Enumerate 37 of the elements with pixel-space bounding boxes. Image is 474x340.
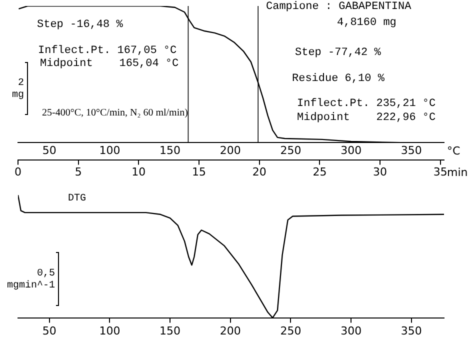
x-tick-label: 350	[400, 144, 422, 158]
series-label: DTG	[68, 194, 86, 205]
x-tick-label: 100	[99, 144, 120, 158]
x-tick-label: 50	[42, 324, 56, 338]
annotation: 4,8160 mg	[337, 16, 396, 29]
annotation: Inflect.Pt. 235,21 °C	[297, 98, 436, 110]
x2-tick-label: 30	[373, 165, 388, 178]
x-tick-label: 250	[280, 324, 302, 338]
x-tick-label: 300	[340, 324, 362, 338]
annotation: 25-400°C, 10°C/min, N₂ 60 ml/min)	[42, 108, 188, 119]
y-axis-title: 0,5 mgmin^-1	[6, 268, 55, 292]
annotation: Midpoint 165,04 °C	[40, 58, 180, 70]
annotation: Step -77,42 %	[295, 46, 382, 59]
x-tick-label: 250	[280, 144, 302, 158]
x-tick-label: 100	[99, 324, 120, 338]
x-tick-label: 200	[220, 144, 241, 158]
x-tick-label: 150	[160, 324, 181, 338]
x2-tick-label: 0	[14, 165, 22, 178]
annotation: Residue 6,10 %	[292, 72, 385, 85]
x-tick-label: 200	[220, 324, 241, 338]
annotation: Step -16,48 %	[37, 18, 124, 31]
x2-tick-label: 25	[312, 165, 327, 178]
x-tick-label: 300	[340, 144, 362, 158]
x2-tick-label: 20	[252, 165, 266, 178]
x2-tick-label: 35	[433, 165, 448, 178]
y-axis-title: 2 mg	[12, 78, 24, 102]
annotation: Midpoint 222,96 °C	[297, 112, 436, 124]
annotation: Inflect.Pt. 167,05 °C	[38, 44, 178, 57]
x-tick-label: 50	[42, 144, 56, 158]
x-axis-title: °C	[447, 144, 460, 158]
x-tick-label: 150	[160, 144, 181, 158]
annotation: Campione : GABAPENTINA	[266, 0, 412, 13]
x-tick-label: 350	[400, 324, 422, 338]
x2-tick-label: 10	[132, 165, 146, 178]
x2-tick-label: 15	[192, 165, 206, 178]
x2-axis-title: min	[447, 166, 468, 179]
x2-tick-label: 5	[74, 165, 82, 178]
